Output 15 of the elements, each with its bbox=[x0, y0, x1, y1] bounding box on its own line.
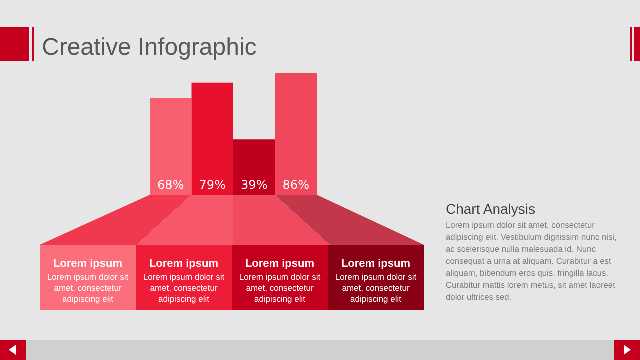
text: Chart Analysis bbox=[446, 201, 536, 217]
text: Lorem ipsum dolor sit amet, consectetur adipiscing elit bbox=[238, 272, 322, 305]
data-label: 39% bbox=[241, 178, 268, 192]
data-label: 86% bbox=[282, 178, 310, 192]
chart-title: Creative Infographic bbox=[42, 34, 257, 62]
data-label: 79% bbox=[199, 178, 226, 192]
text: Lorem ipsum bbox=[148, 258, 220, 270]
text: Lorem ipsum dolor sit amet, consectetur adipiscing elit bbox=[142, 272, 226, 305]
text: Lorem ipsum dolor sit amet, consectetur adipiscing elit bbox=[334, 272, 418, 305]
text: Lorem ipsum dolor sit amet, consectetur adipiscing elit bbox=[46, 272, 130, 305]
text: Lorem ipsum bbox=[52, 258, 124, 270]
data-label: 68% bbox=[158, 178, 184, 192]
text: Lorem ipsum bbox=[244, 258, 316, 270]
text: Lorem ipsum bbox=[340, 258, 412, 270]
text: Lorem ipsum dolor sit amet, consectetur adipiscing elit. Vestibulum dignissim nunc nisi, ac scelerisque nulla malesuada id. Nunc consequat a urna at aliquam. Curabitur a est aliquam, bibendum eros quis, fringilla lacus. Curabitur mattis lorem metus, sit amet laoreet dolor ultrices sed. bbox=[446, 219, 618, 303]
